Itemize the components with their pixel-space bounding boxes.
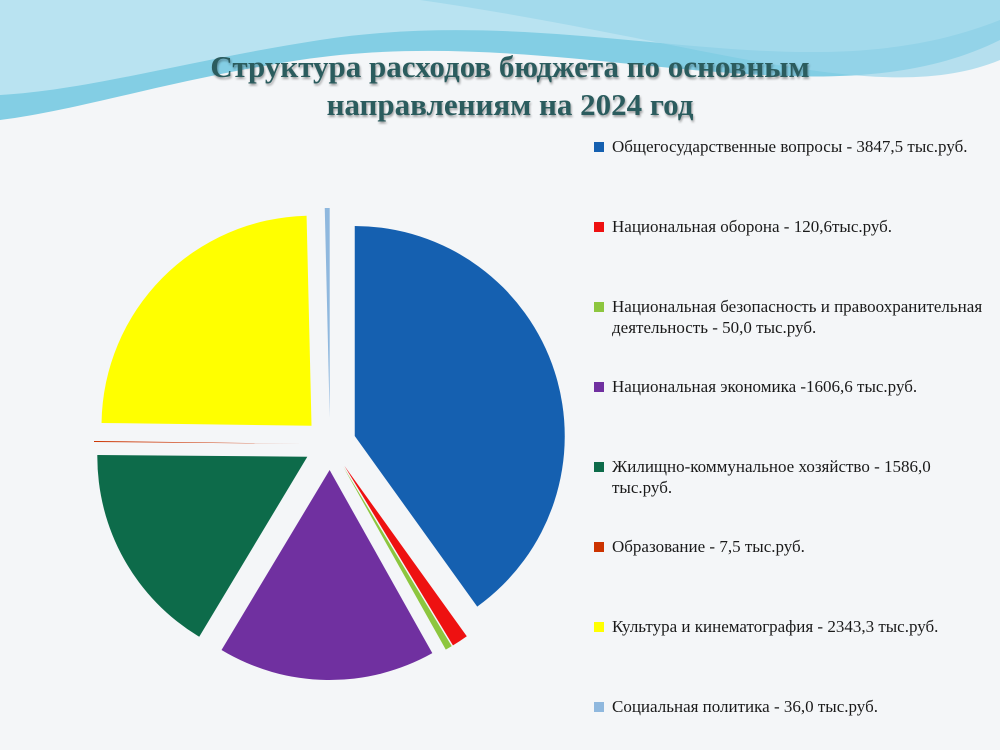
legend-item: Культура и кинематография - 2343,3 тыс.р… (594, 616, 994, 637)
legend-swatch (594, 302, 604, 312)
legend-swatch (594, 382, 604, 392)
legend-swatch (594, 142, 604, 152)
legend-item: Национальная оборона - 120,6тыс.руб. (594, 216, 994, 237)
chart-title-line-1: Структура расходов бюджета по основным (210, 49, 810, 84)
legend-item: Национальная безопасность и правоохранит… (594, 296, 994, 338)
legend-swatch (594, 702, 604, 712)
legend-swatch (594, 542, 604, 552)
pie-slice-5 (97, 454, 308, 637)
legend-label: Жилищно-коммунальное хозяйство - 1586,0 … (612, 457, 931, 497)
legend-label: Общегосударственные вопросы - 3847,5 тыс… (612, 137, 968, 156)
header-wave-decoration (0, 0, 1000, 120)
pie-slice-8 (324, 208, 330, 419)
legend-item: Общегосударственные вопросы - 3847,5 тыс… (594, 136, 994, 157)
legend-label: Социальная политика - 36,0 тыс.руб. (612, 697, 878, 716)
pie-slice-1 (354, 226, 565, 607)
legend-label: Национальная экономика -1606,6 тыс.руб. (612, 377, 918, 396)
legend-item: Образование - 7,5 тыс.руб. (594, 536, 994, 557)
legend-swatch (594, 222, 604, 232)
chart-title: Структура расходов бюджета по основным н… (100, 48, 920, 124)
legend-label: Образование - 7,5 тыс.руб. (612, 537, 805, 556)
legend-item: Социальная политика - 36,0 тыс.руб. (594, 696, 994, 717)
pie-slice-6 (94, 440, 305, 444)
pie-slice-2 (344, 465, 467, 646)
legend-swatch (594, 622, 604, 632)
pie-slice-4 (221, 469, 433, 680)
legend-item: Жилищно-коммунальное хозяйство - 1586,0 … (594, 456, 994, 498)
legend-item: Национальная экономика -1606,6 тыс.руб. (594, 376, 994, 397)
pie-slice-7 (101, 215, 312, 426)
legend-swatch (594, 462, 604, 472)
chart-title-line-2: направлениям на 2024 год (326, 87, 694, 122)
pie-chart (94, 208, 565, 680)
pie-slice-3 (343, 466, 452, 650)
legend-label: Национальная безопасность и правоохранит… (612, 297, 983, 337)
legend-label: Культура и кинематография - 2343,3 тыс.р… (612, 617, 939, 636)
legend-label: Национальная оборона - 120,6тыс.руб. (612, 217, 893, 236)
